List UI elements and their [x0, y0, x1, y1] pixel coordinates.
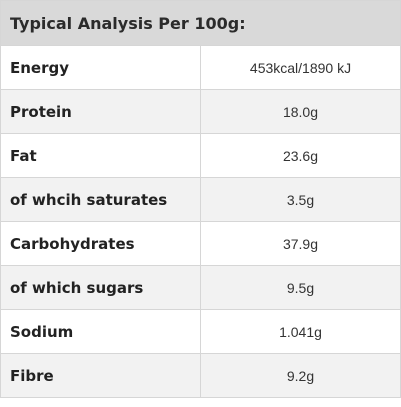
- nutrient-value-energy: 453kcal/1890 kJ: [200, 45, 401, 90]
- table-row: of which sugars 9.5g: [0, 265, 401, 310]
- table-row: Energy 453kcal/1890 kJ: [0, 45, 401, 90]
- nutrient-value-saturates: 3.5g: [200, 177, 401, 222]
- table-row: of whcih saturates 3.5g: [0, 177, 401, 222]
- nutrient-label-carbohydrates: Carbohydrates: [0, 221, 201, 266]
- nutrient-label-sodium: Sodium: [0, 309, 201, 354]
- nutrient-value-fibre: 9.2g: [200, 353, 401, 398]
- table-row: Protein 18.0g: [0, 89, 401, 134]
- header-row: Typical Analysis Per 100g:: [0, 0, 401, 46]
- table-row: Fibre 9.2g: [0, 353, 401, 398]
- nutrient-label-sugars: of which sugars: [0, 265, 201, 310]
- nutrient-value-sugars: 9.5g: [200, 265, 401, 310]
- nutrition-table-body: Energy 453kcal/1890 kJ Protein 18.0g Fat…: [0, 45, 401, 398]
- table-row: Fat 23.6g: [0, 133, 401, 178]
- nutrient-label-fat: Fat: [0, 133, 201, 178]
- nutrient-value-protein: 18.0g: [200, 89, 401, 134]
- nutrition-table: Typical Analysis Per 100g: Energy 453kca…: [0, 0, 401, 398]
- nutrient-value-carbohydrates: 37.9g: [200, 221, 401, 266]
- nutrition-table-header: Typical Analysis Per 100g:: [0, 0, 401, 46]
- nutrient-label-fibre: Fibre: [0, 353, 201, 398]
- table-row: Carbohydrates 37.9g: [0, 221, 401, 266]
- table-title: Typical Analysis Per 100g:: [0, 0, 401, 46]
- table-row: Sodium 1.041g: [0, 309, 401, 354]
- nutrient-value-sodium: 1.041g: [200, 309, 401, 354]
- nutrient-label-saturates: of whcih saturates: [0, 177, 201, 222]
- nutrient-label-energy: Energy: [0, 45, 201, 90]
- nutrient-label-protein: Protein: [0, 89, 201, 134]
- nutrient-value-fat: 23.6g: [200, 133, 401, 178]
